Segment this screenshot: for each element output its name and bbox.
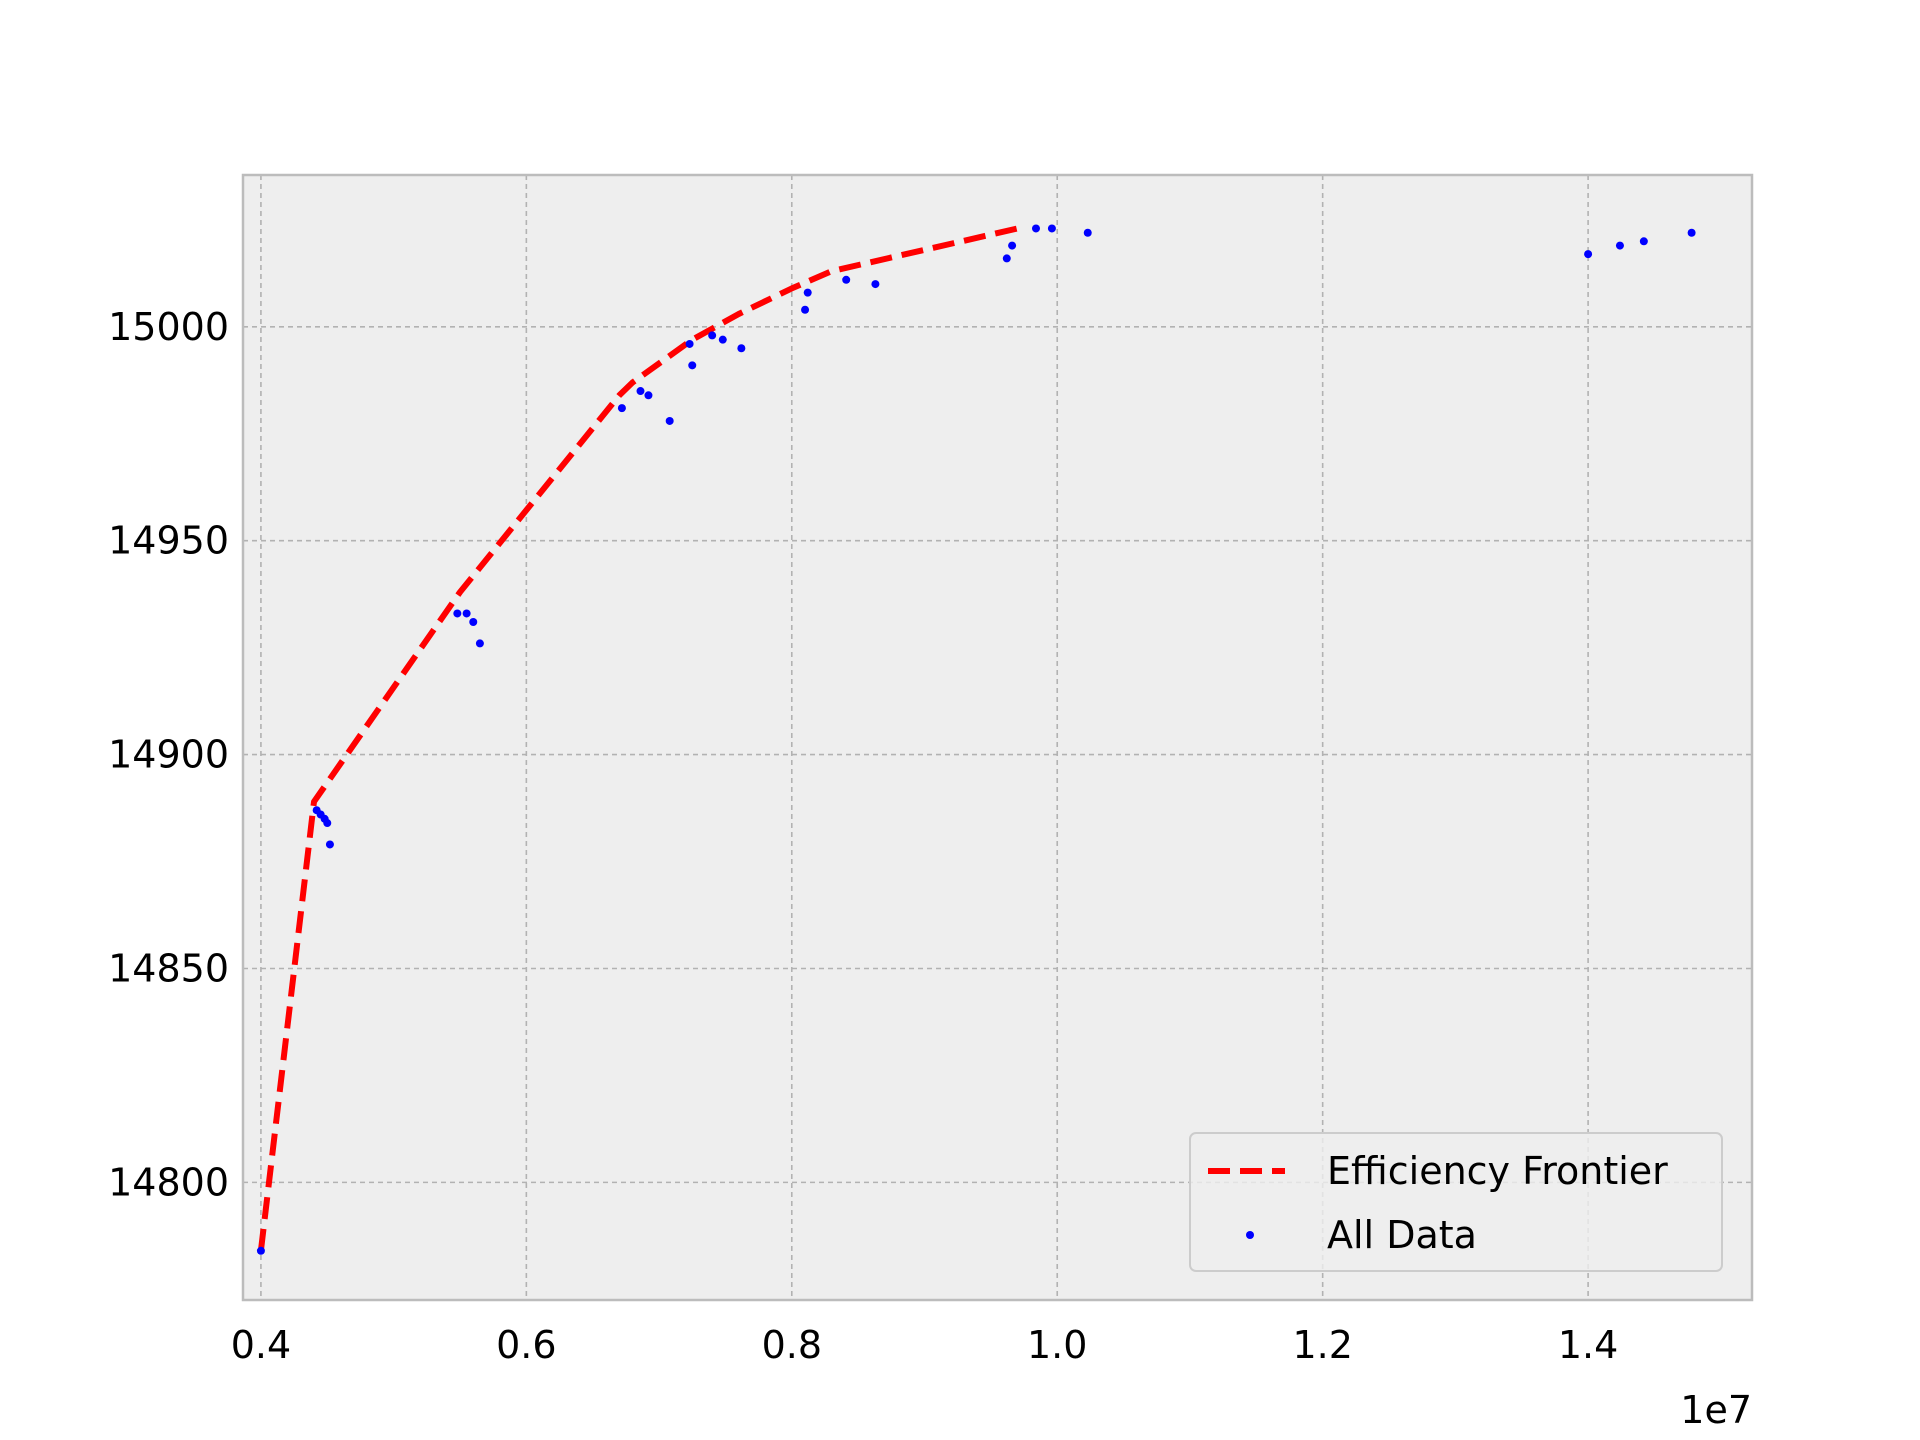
data-point [665,416,674,425]
plot-frame [241,173,1754,1302]
data-point [475,639,484,648]
data-point [871,280,880,289]
data-point [1002,254,1011,263]
x-tick-label: 0.4 [231,1323,291,1367]
x-tick-label: 0.6 [496,1323,556,1367]
data-point [801,305,810,314]
x-tick-label: 1.2 [1292,1323,1352,1367]
y-tick-label: 14800 [108,1160,229,1204]
y-tick-label: 14850 [108,946,229,990]
data-point [462,609,471,618]
x-offset-label: 1e7 [1680,1388,1752,1432]
data-point [256,1246,265,1255]
data-point [1008,241,1017,250]
data-point [1687,228,1696,237]
legend-box [1189,1132,1723,1272]
tick-labels: 0.4 0.6 0.8 1.0 1.2 1.4 14800 14850 14900 14950 15… [108,305,1618,1367]
legend-label-efficiency-frontier: Efficiency Frontier [1327,1149,1668,1193]
grid [243,175,1752,1300]
data-point [1047,224,1056,233]
data-point [453,609,462,618]
legend-label-all-data: All Data [1327,1213,1477,1257]
data-point [636,387,645,396]
data-point [1584,250,1593,259]
data-point [842,275,851,284]
y-tick-label: 14950 [108,519,229,563]
data-point [1639,237,1648,246]
data-point [1031,224,1040,233]
series-line-efficiency-frontier [257,225,1019,1252]
data-point [644,391,653,400]
legend: Efficiency Frontier All Data [1189,1132,1723,1272]
data-point [737,344,746,353]
data-point [708,331,717,340]
data-point [617,404,626,413]
data-point [718,335,727,344]
x-tick-label: 1.4 [1558,1323,1618,1367]
data-point [1615,241,1624,250]
data-point [803,288,812,297]
legend-key-all-data [1246,1231,1254,1239]
data-point [323,819,332,828]
data-point [1083,228,1092,237]
y-tick-label: 15000 [108,305,229,349]
x-tick-label: 0.8 [762,1323,822,1367]
data-point [325,840,334,849]
y-tick-label: 14900 [108,733,229,777]
data-point [685,339,694,348]
series-layer [256,224,1696,1255]
plot-area [243,175,1752,1300]
x-tick-label: 1.0 [1027,1323,1087,1367]
data-point [688,361,697,370]
data-point [469,618,478,627]
